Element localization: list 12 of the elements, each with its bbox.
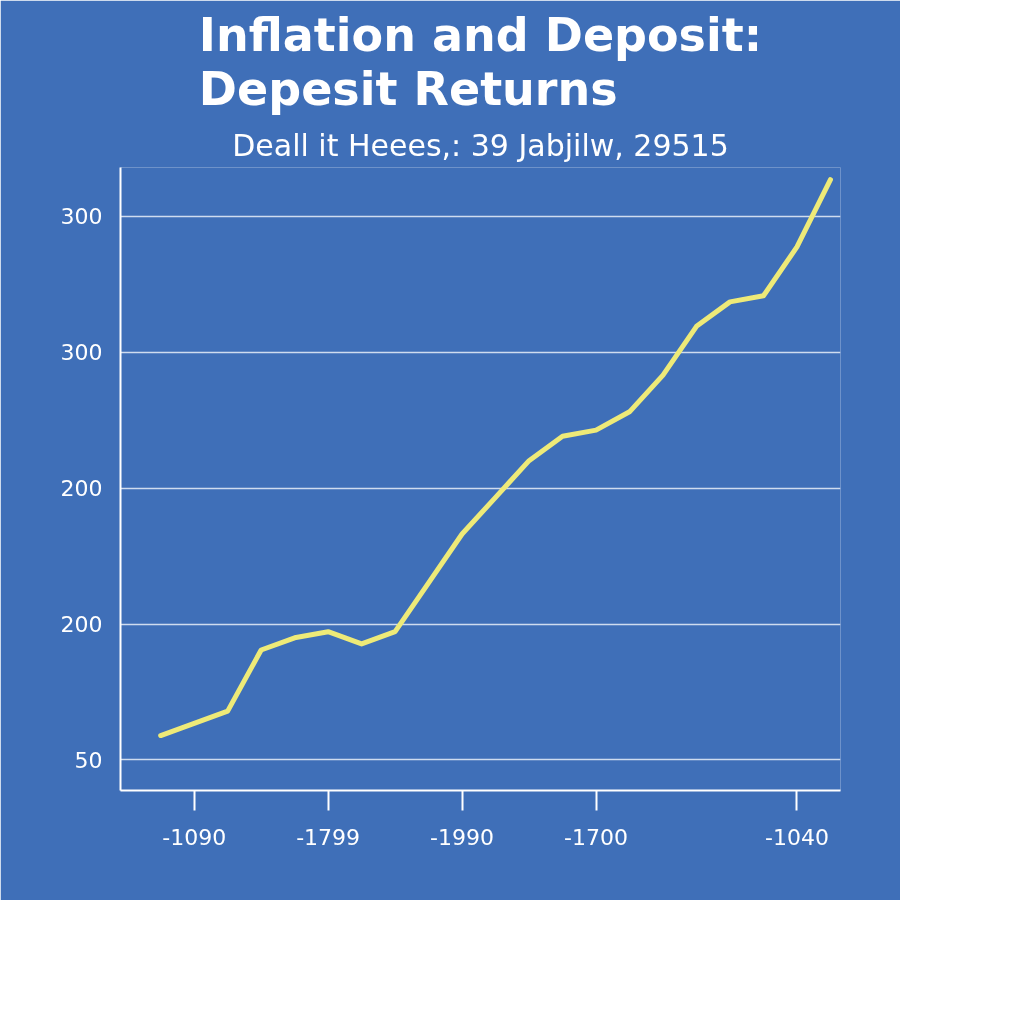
x-tick-label: -1799 [296,824,361,850]
chart-title: Inflation and Deposit: Depesit Returns [198,7,763,116]
text: 300 [60,340,103,366]
text: 200 [60,612,103,638]
x-tick-label: -1700 [564,824,629,850]
x-tick-label: -1090 [162,824,227,850]
text: 300 [60,204,103,230]
x-tick-label: -1040 [765,824,829,850]
text: 200 [60,476,103,502]
chart-subtitle: Deall it Heees,: 39 Jabjilw, 29515 [232,127,729,163]
text: 50 [74,747,103,773]
x-tick-label: -1990 [430,824,495,850]
